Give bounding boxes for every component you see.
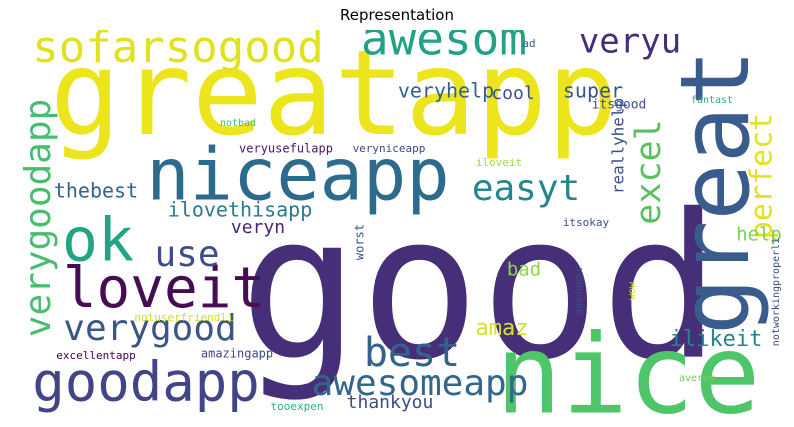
word-iloveit: iloveit	[476, 156, 522, 169]
word-verygood: verygood	[63, 308, 236, 349]
word-cool: cool	[491, 83, 534, 104]
word-notbad: notbad	[220, 118, 256, 129]
word-wow: wow	[627, 281, 638, 300]
word-ad: ad	[522, 37, 535, 50]
word-best: best	[364, 330, 460, 376]
word-bad: bad	[507, 259, 541, 281]
word-itsokay: itsokay	[563, 216, 610, 229]
word-fantast: fantast	[691, 95, 733, 106]
word-veryn: veryn	[231, 217, 285, 238]
word-help: help	[736, 224, 782, 246]
word-awesomeapp: awesomeapp	[312, 363, 529, 404]
word-nice: nice	[496, 310, 761, 420]
word-thankyou: thankyou	[347, 392, 434, 413]
word-excellentapp: excellentapp	[56, 349, 135, 362]
word-super: super	[563, 79, 623, 103]
word-veryu: veryu	[579, 30, 681, 62]
word-ilikeit: ilikeit	[670, 327, 763, 352]
word-veryniceapp: veryniceapp	[353, 142, 426, 155]
word-itsgood: itsgood	[592, 98, 647, 113]
word-goodapp: goodapp	[32, 351, 260, 414]
word-worst: worst	[353, 224, 367, 260]
word-good: good	[239, 172, 721, 405]
word-sofarsogood: sofarsogood	[32, 30, 323, 73]
word-notuserfriendli: notuserfriendli	[134, 311, 233, 324]
word-easyt: easyt	[472, 168, 580, 209]
word-amaz: amaz	[476, 316, 529, 341]
word-loveit: loveit	[63, 256, 265, 321]
chart-title: Representation	[340, 6, 454, 24]
word-niceapp: niceapp	[146, 133, 449, 217]
word-tooexpen: tooexpen	[271, 400, 324, 413]
word-amazingapp: amazingapp	[201, 347, 273, 361]
word-use: use	[154, 234, 219, 275]
word-thebest: thebest	[54, 179, 138, 203]
word-averag: averag	[679, 373, 715, 384]
word-excel: excel	[629, 119, 669, 224]
word-great: great	[661, 49, 771, 335]
word-greatapp: greatapp	[50, 30, 618, 162]
word-notworkingproperli: notworkingproperli	[771, 238, 782, 346]
word-ok: ok	[62, 206, 134, 276]
word-goodappl: goodappl	[574, 267, 585, 315]
word-veryusefulapp: veryusefulapp	[239, 142, 333, 156]
word-awesom: awesom	[361, 30, 527, 66]
word-reallyhelp: reallyhelp	[609, 98, 628, 194]
word-ilovethisapp: ilovethisapp	[168, 198, 313, 222]
word-perfect: perfect	[745, 113, 780, 239]
word-veryhelp: veryhelp	[398, 79, 494, 103]
word-verygoodapp: verygoodapp	[18, 99, 59, 337]
